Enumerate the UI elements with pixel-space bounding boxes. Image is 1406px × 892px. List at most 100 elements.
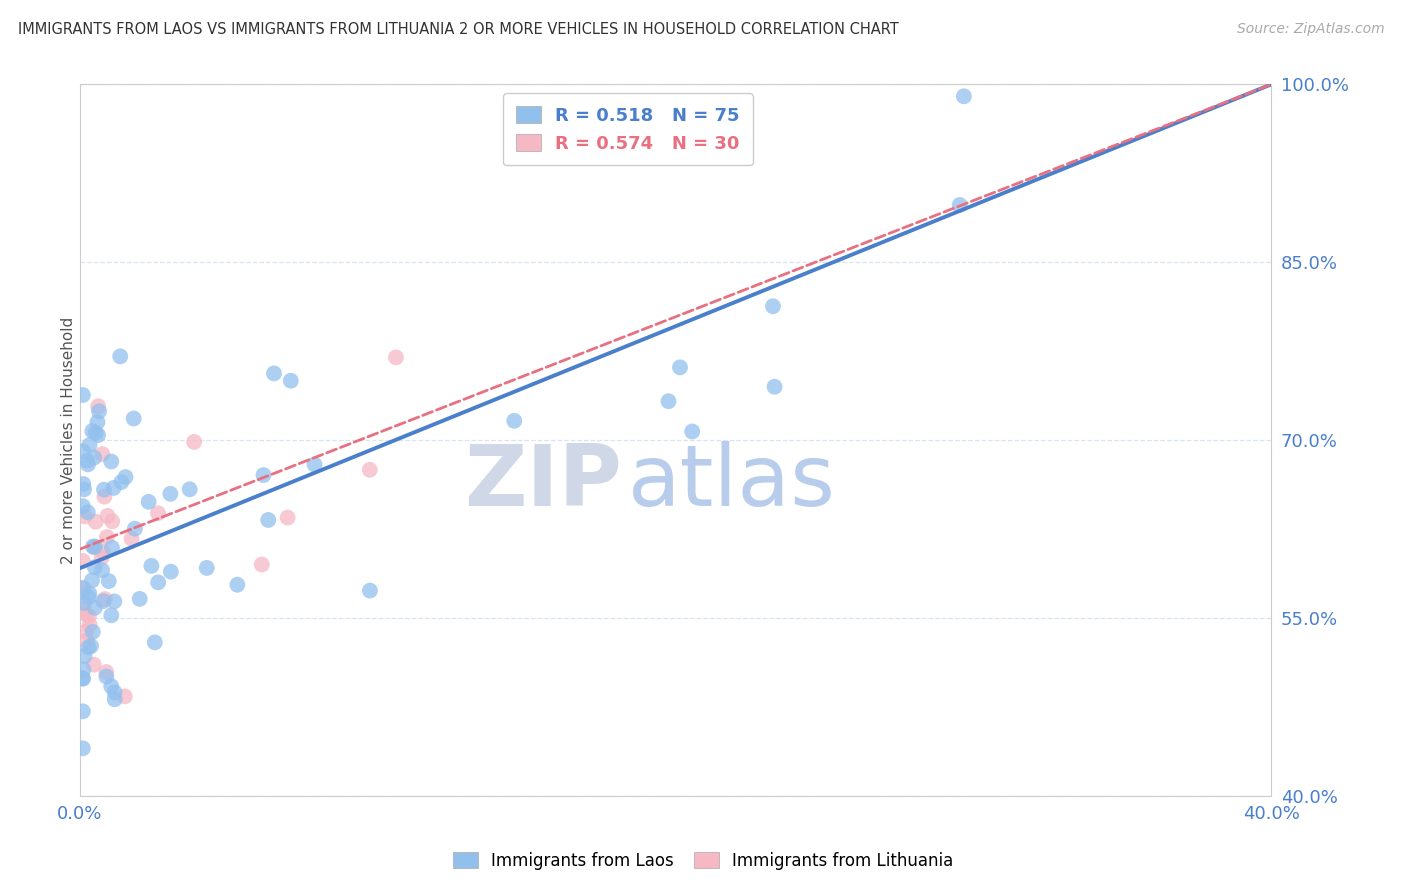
Point bbox=[762, 299, 785, 313]
Point bbox=[73, 483, 96, 497]
Point bbox=[91, 447, 114, 461]
Point bbox=[77, 458, 100, 472]
Point bbox=[83, 657, 105, 672]
Point bbox=[949, 198, 972, 212]
Point bbox=[250, 558, 273, 572]
Point bbox=[124, 522, 146, 536]
Point bbox=[72, 388, 94, 402]
Point bbox=[226, 578, 249, 592]
Point bbox=[96, 530, 118, 544]
Point bbox=[77, 640, 100, 655]
Point bbox=[82, 624, 104, 639]
Point bbox=[669, 360, 692, 375]
Point bbox=[72, 444, 94, 458]
Text: Source: ZipAtlas.com: Source: ZipAtlas.com bbox=[1237, 22, 1385, 37]
Point bbox=[114, 470, 136, 484]
Point bbox=[83, 450, 105, 465]
Point bbox=[128, 591, 150, 606]
Point bbox=[146, 575, 169, 590]
Point bbox=[122, 411, 145, 425]
Point bbox=[72, 602, 94, 616]
Point bbox=[160, 565, 183, 579]
Point bbox=[72, 704, 94, 718]
Point bbox=[91, 563, 114, 577]
Point bbox=[83, 560, 105, 574]
Point bbox=[100, 679, 122, 693]
Point bbox=[87, 400, 110, 414]
Point bbox=[75, 607, 97, 622]
Legend: Immigrants from Laos, Immigrants from Lithuania: Immigrants from Laos, Immigrants from Li… bbox=[446, 846, 960, 877]
Point bbox=[76, 505, 98, 519]
Y-axis label: 2 or more Vehicles in Household: 2 or more Vehicles in Household bbox=[62, 317, 76, 564]
Point bbox=[72, 663, 94, 677]
Point bbox=[87, 428, 110, 442]
Point bbox=[72, 582, 94, 596]
Point bbox=[80, 639, 103, 653]
Point bbox=[84, 425, 107, 440]
Point bbox=[72, 672, 94, 686]
Point bbox=[159, 487, 181, 501]
Point bbox=[84, 540, 107, 554]
Point bbox=[84, 515, 107, 529]
Point bbox=[96, 669, 118, 683]
Point bbox=[143, 635, 166, 649]
Point bbox=[103, 594, 125, 608]
Point bbox=[72, 741, 94, 756]
Point bbox=[681, 425, 703, 439]
Point bbox=[82, 424, 104, 438]
Point bbox=[657, 394, 679, 409]
Point bbox=[179, 483, 201, 497]
Point bbox=[114, 690, 136, 704]
Point bbox=[94, 592, 117, 607]
Point bbox=[97, 574, 120, 588]
Point bbox=[72, 581, 94, 595]
Point bbox=[100, 608, 122, 623]
Point bbox=[83, 540, 105, 554]
Point bbox=[93, 483, 115, 497]
Point bbox=[103, 481, 125, 495]
Point bbox=[100, 454, 122, 468]
Point bbox=[195, 561, 218, 575]
Point bbox=[79, 618, 101, 632]
Point bbox=[138, 495, 160, 509]
Point bbox=[73, 509, 96, 524]
Point bbox=[101, 541, 124, 555]
Point bbox=[121, 532, 143, 546]
Point bbox=[97, 508, 120, 523]
Point bbox=[73, 648, 96, 663]
Point bbox=[75, 624, 97, 639]
Point bbox=[953, 89, 976, 103]
Text: atlas: atlas bbox=[628, 442, 835, 524]
Point bbox=[146, 506, 169, 520]
Point bbox=[91, 545, 114, 559]
Point bbox=[72, 499, 94, 513]
Point bbox=[90, 550, 112, 565]
Point bbox=[72, 672, 94, 686]
Text: IMMIGRANTS FROM LAOS VS IMMIGRANTS FROM LITHUANIA 2 OR MORE VEHICLES IN HOUSEHOL: IMMIGRANTS FROM LAOS VS IMMIGRANTS FROM … bbox=[18, 22, 898, 37]
Point bbox=[72, 477, 94, 491]
Point bbox=[280, 374, 302, 388]
Point bbox=[359, 583, 381, 598]
Point bbox=[183, 434, 205, 449]
Legend: R = 0.518   N = 75, R = 0.574   N = 30: R = 0.518 N = 75, R = 0.574 N = 30 bbox=[503, 94, 752, 165]
Point bbox=[76, 633, 98, 648]
Point bbox=[77, 590, 100, 604]
Point bbox=[304, 458, 326, 472]
Point bbox=[76, 453, 98, 467]
Text: ZIP: ZIP bbox=[464, 442, 621, 524]
Point bbox=[104, 685, 127, 699]
Point bbox=[110, 350, 132, 364]
Point bbox=[93, 490, 115, 504]
Point bbox=[252, 468, 274, 483]
Point bbox=[72, 554, 94, 568]
Point bbox=[83, 600, 105, 615]
Point bbox=[79, 438, 101, 452]
Point bbox=[141, 558, 163, 573]
Point bbox=[359, 463, 381, 477]
Point bbox=[503, 414, 526, 428]
Point bbox=[110, 475, 132, 489]
Point bbox=[104, 692, 127, 706]
Point bbox=[86, 415, 108, 429]
Point bbox=[79, 586, 101, 600]
Point bbox=[101, 514, 124, 528]
